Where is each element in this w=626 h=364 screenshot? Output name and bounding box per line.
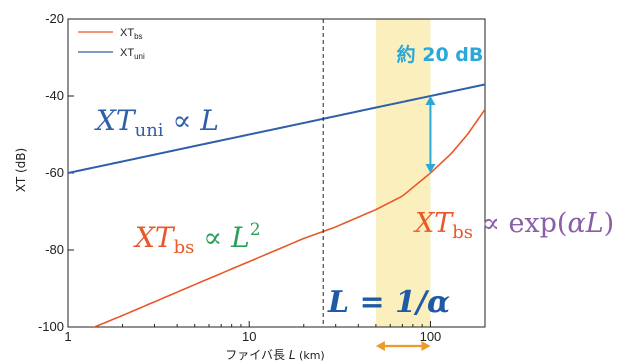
legend-label-bs: XTbs bbox=[120, 27, 143, 41]
gap-arrow-head-top bbox=[425, 96, 436, 105]
annotation-uni-proportional: XTuni ∝ L bbox=[94, 104, 219, 141]
annotation-bs-exponential: XTbs ∝ exp(αL) bbox=[413, 208, 614, 243]
annotation-crossover-length: L = 1/α bbox=[327, 285, 450, 320]
range-arrow-head-right bbox=[421, 341, 431, 351]
y-tick-label: -80 bbox=[45, 242, 64, 257]
y-tick-label: -100 bbox=[38, 319, 64, 334]
legend: XTbs XTuni bbox=[78, 27, 145, 61]
y-axis-label: XT (dB) bbox=[14, 148, 28, 192]
range-arrow-head-left bbox=[375, 341, 385, 351]
x-tick-label: 100 bbox=[420, 329, 442, 344]
legend-label-uni: XTuni bbox=[120, 47, 145, 61]
range-arrow bbox=[375, 341, 431, 351]
x-tick-label: 1 bbox=[64, 329, 71, 344]
x-tick-label: 10 bbox=[242, 329, 256, 344]
axis-ticks: -100 -80 -60 -40 -20 1 10 100 bbox=[38, 11, 486, 344]
highlight-band bbox=[375, 19, 431, 327]
y-tick-label: -60 bbox=[45, 165, 64, 180]
x-axis-label: ファイバ長 L (km) bbox=[225, 348, 324, 362]
y-tick-label: -20 bbox=[45, 11, 64, 26]
series-layer bbox=[68, 83, 485, 327]
series-line-bs bbox=[92, 109, 485, 327]
annotation-bs-square: XTbs ∝ L2 bbox=[133, 220, 261, 258]
series-line-uni bbox=[68, 83, 485, 174]
gap-arrow bbox=[425, 96, 436, 173]
gap-arrow-head-bottom bbox=[425, 164, 436, 173]
y-tick-label: -40 bbox=[45, 88, 64, 103]
annotation-db-gap: 約 20 dB bbox=[397, 43, 484, 66]
